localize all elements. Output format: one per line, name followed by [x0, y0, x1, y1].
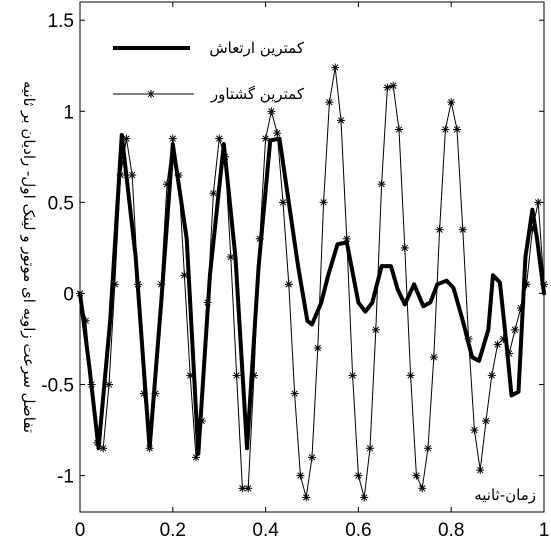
legend-star-icon	[147, 90, 155, 98]
series-point-min-torque	[354, 471, 363, 480]
y-tick-label: 0.5	[48, 193, 74, 214]
series-point-min-torque	[313, 344, 322, 353]
series-point-min-torque	[377, 180, 386, 189]
series-point-min-torque	[406, 371, 415, 380]
series-point-min-torque	[366, 444, 374, 453]
x-tick-label: 0.4	[252, 520, 279, 541]
series-point-min-torque	[487, 371, 496, 380]
y-tick-label: -0.5	[41, 376, 74, 397]
series-point-min-torque	[418, 484, 427, 493]
series-point-min-torque	[284, 280, 293, 289]
series-point-min-torque	[435, 225, 444, 234]
series-point-min-torque	[244, 484, 253, 493]
y-tick-label: 0	[63, 284, 74, 305]
series-point-min-torque	[493, 340, 502, 349]
series-point-min-torque	[412, 471, 421, 480]
series-point-min-torque	[319, 198, 328, 207]
legend-label-min-vibration: کمترین ارتعاش	[209, 39, 305, 57]
series-point-min-torque	[279, 198, 287, 207]
legend: کمترین ارتعاش کمترین گشتاور	[113, 39, 305, 103]
series-point-min-torque	[511, 325, 519, 334]
x-tick-label: 0.8	[438, 520, 464, 541]
series-point-min-torque	[128, 171, 137, 180]
y-tick-label: -1	[57, 467, 74, 488]
series-point-min-torque	[331, 63, 340, 72]
series-point-min-torque	[215, 134, 224, 143]
series-point-min-torque	[325, 98, 334, 107]
series-point-min-torque	[395, 125, 403, 134]
series-markers-min-torque	[76, 63, 548, 502]
series-point-min-torque	[296, 471, 305, 480]
x-tick-label: 1	[539, 520, 550, 541]
series-point-min-torque	[290, 389, 299, 398]
y-axis-label: تفاضل سرعت زاویه ای موتور و لینک اول- را…	[20, 81, 38, 433]
series-point-min-torque	[482, 416, 490, 425]
series-point-min-torque	[424, 444, 432, 453]
series-point-min-torque	[476, 466, 485, 475]
series-point-min-torque	[308, 453, 316, 462]
ticks-layer: 0 0.2 0.4 0.6 0.8 1 -1 -0.5 0 0.5 1 1.5	[41, 2, 549, 541]
series-point-min-torque	[371, 325, 380, 334]
x-tick-label: 0	[75, 520, 86, 541]
series-point-min-torque	[360, 493, 369, 502]
series-point-min-torque	[337, 116, 345, 125]
series-point-min-torque	[209, 189, 218, 198]
y-tick-label: 1.5	[48, 11, 74, 32]
series-point-min-torque	[348, 371, 357, 380]
x-tick-label: 0.6	[345, 520, 371, 541]
series-point-min-torque	[447, 98, 456, 107]
series-line-min-vibration	[78, 132, 546, 456]
series-point-min-torque	[105, 380, 113, 389]
legend-label-min-torque: کمترین گشتاور	[210, 85, 305, 103]
series-point-min-torque	[232, 371, 241, 380]
series-point-min-torque	[168, 134, 177, 143]
series-point-min-torque	[429, 353, 438, 362]
y-tick-label: 1	[63, 102, 74, 123]
series-point-min-torque	[192, 453, 200, 462]
series-point-min-torque	[302, 493, 311, 502]
series-point-min-torque	[400, 243, 409, 252]
series-point-min-torque	[389, 81, 398, 90]
series-point-min-torque	[453, 125, 461, 134]
x-axis-label: زمان-ثانیه	[474, 486, 536, 504]
series-point-min-torque	[458, 225, 467, 234]
series-layer	[76, 63, 548, 502]
series-point-min-torque	[273, 129, 282, 138]
series-point-min-torque	[441, 125, 450, 134]
series-point-min-torque	[267, 107, 276, 116]
plot-frame	[79, 1, 545, 513]
series-point-min-torque	[261, 134, 270, 143]
legend-star-marker	[147, 90, 155, 98]
series-point-min-torque	[470, 426, 479, 435]
x-tick-label: 0.2	[160, 520, 186, 541]
series-point-min-torque	[383, 83, 392, 92]
